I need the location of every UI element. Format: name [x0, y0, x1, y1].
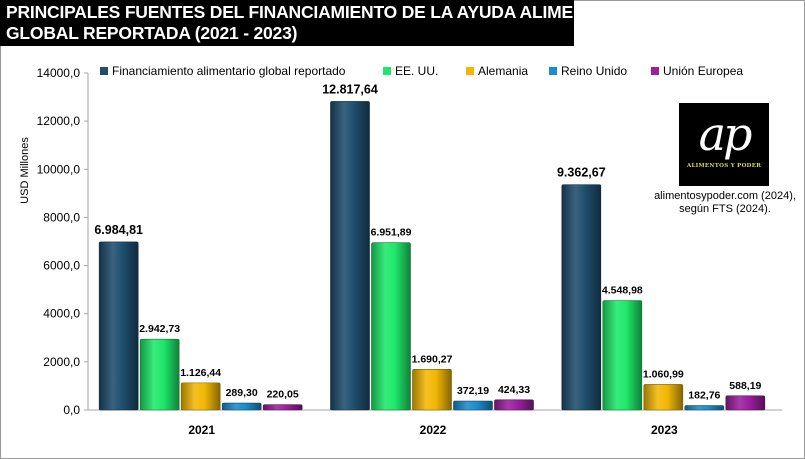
alimentos-y-poder-logo: ap ALIMENTOS Y PODER [679, 103, 769, 186]
y-tick-label: 14000,0 [37, 66, 81, 80]
data-label-2021-2: 1.126,44 [180, 367, 221, 379]
bar-2021-1 [139, 338, 180, 411]
legend-swatch-0 [100, 67, 108, 75]
y-axis-title: USD Millones [19, 137, 31, 204]
bar-2023-2 [643, 384, 684, 411]
data-label-2021-0: 6.984,81 [94, 223, 143, 237]
data-label-2022-0: 12.817,64 [322, 82, 378, 96]
bar-2021-0 [98, 241, 139, 411]
source-line-1: alimentosypoder.com (2024), [654, 190, 796, 202]
title-line-1: PRINCIPALES FUENTES DEL FINANCIAMIENTO D… [6, 2, 637, 22]
x-tick-label-2022: 2022 [420, 423, 447, 437]
y-tick-label: 12000,0 [37, 114, 81, 128]
logo-mark: ap [698, 107, 753, 161]
data-label-2021-4: 220,05 [267, 389, 299, 401]
data-label-2023-1: 4.548,98 [602, 284, 643, 296]
legend-label-3: Reino Unido [561, 64, 627, 78]
data-label-2023-2: 1.060,99 [643, 368, 684, 380]
bar-2022-4 [494, 399, 534, 411]
y-tick-label: 10000,0 [37, 162, 81, 176]
bar-2021-3 [221, 402, 262, 411]
y-tick-label: 8000,0 [43, 210, 80, 224]
legend-swatch-4 [651, 67, 659, 75]
x-tick-label-2021: 2021 [188, 423, 215, 437]
bar-2021-2 [180, 382, 221, 411]
legend-label-4: Unión Europea [663, 64, 743, 78]
bar-2023-0 [561, 184, 602, 411]
title-line-2: GLOBAL REPORTADA (2021 - 2023) [6, 23, 298, 43]
bar-2022-1 [371, 242, 411, 411]
data-label-2022-4: 424,33 [498, 384, 530, 396]
legend-swatch-3 [549, 67, 557, 75]
bar-2022-2 [412, 369, 452, 411]
data-label-2023-3: 182,76 [688, 390, 720, 402]
legend-label-2: Alemania [478, 64, 528, 78]
bar-2021-4 [262, 404, 303, 411]
data-label-2023-0: 9.362,67 [557, 166, 606, 180]
legend-swatch-1 [383, 67, 391, 75]
chart-title: PRINCIPALES FUENTES DEL FINANCIAMIENTO D… [0, 0, 637, 46]
data-label-2022-1: 6.951,89 [371, 227, 412, 239]
legend-label-1: EE. UU. [395, 64, 438, 78]
logo-subtitle: ALIMENTOS Y PODER [686, 163, 762, 169]
data-label-2021-1: 2.942,73 [139, 323, 180, 335]
x-tick-label-2023: 2023 [651, 423, 678, 437]
bar-2023-1 [602, 300, 643, 411]
y-tick-label: 6000,0 [43, 259, 80, 273]
source-line-2: según FTS (2024). [679, 203, 771, 215]
legend-swatch-2 [466, 67, 474, 75]
data-label-2023-4: 588,19 [729, 380, 761, 392]
bar-2023-3 [684, 405, 725, 411]
legend-label-0: Financiamiento alimentario global report… [112, 64, 346, 78]
data-label-2021-3: 289,30 [226, 387, 258, 399]
data-label-2022-2: 1.690,27 [412, 353, 453, 365]
bar-2023-4 [725, 395, 766, 411]
source-note: alimentosypoder.com (2024), según FTS (2… [650, 190, 800, 216]
y-tick-label: 0,0 [63, 403, 80, 417]
y-tick-label: 2000,0 [43, 355, 80, 369]
bar-2022-0 [330, 101, 370, 411]
bar-2022-3 [453, 400, 493, 411]
y-tick-label: 4000,0 [43, 307, 80, 321]
data-label-2022-3: 372,19 [457, 385, 489, 397]
